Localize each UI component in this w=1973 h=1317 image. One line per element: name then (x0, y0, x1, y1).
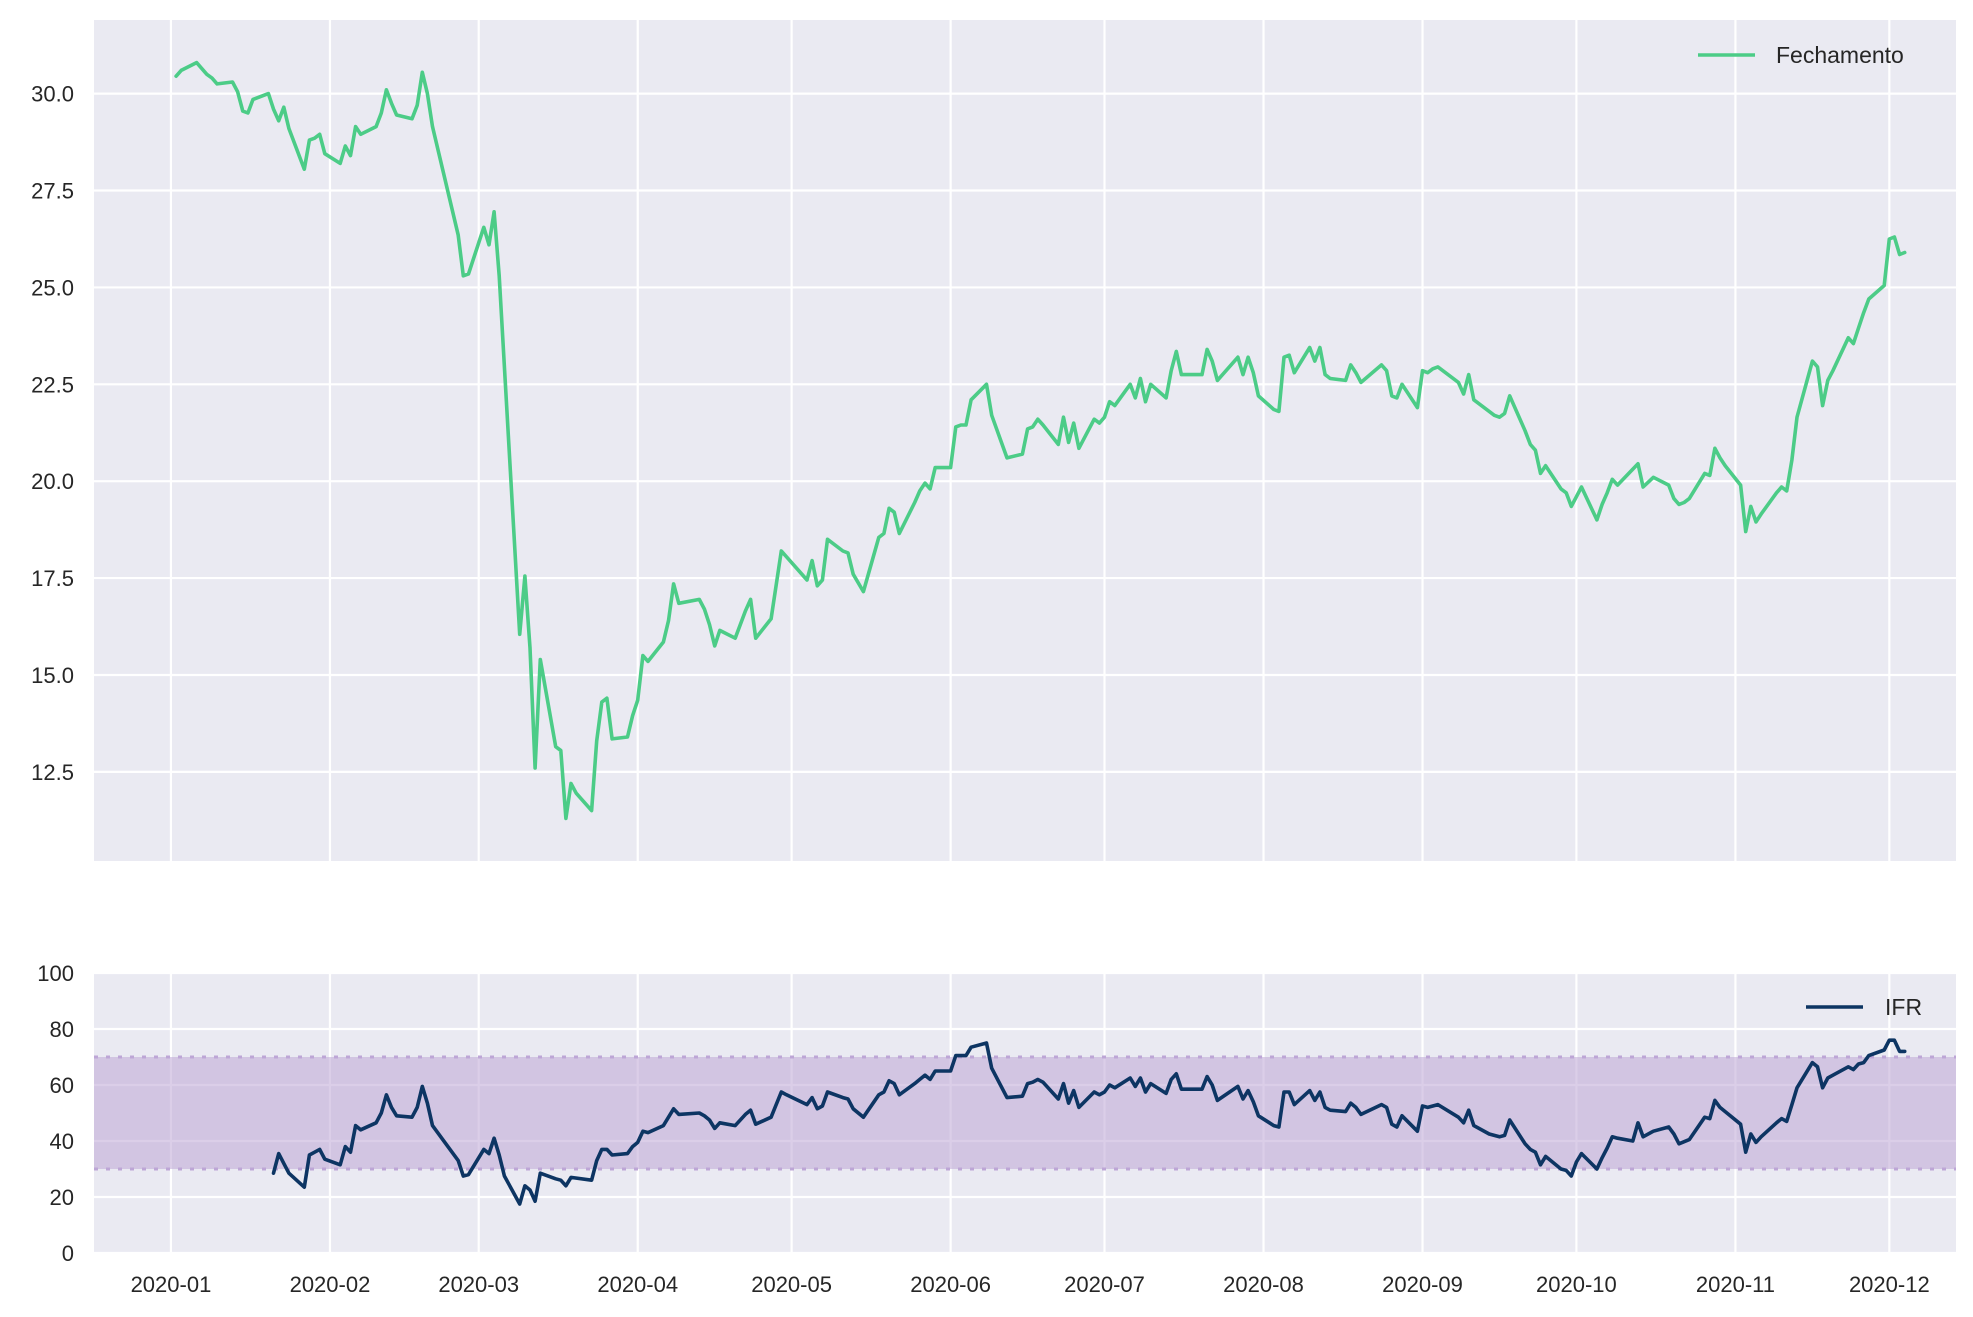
price-y-tick-label: 15.0 (31, 663, 74, 688)
ifr-y-tick-label: 60 (50, 1073, 74, 1098)
price-y-tick-label: 20.0 (31, 469, 74, 494)
series-line-ifr (271, 1038, 1907, 1206)
ifr-y-tick-label: 0 (62, 1241, 74, 1266)
x-tick-label: 2020-12 (1849, 1272, 1930, 1297)
price-y-tick-labels: 12.5 15.0 17.5 20.0 22.5 25.0 27.5 30.0 (31, 82, 74, 785)
legend-label-fechamento: Fechamento (1776, 42, 1904, 68)
series-line-fechamento (174, 60, 1907, 821)
ifr-y-tick-label: 100 (37, 961, 74, 986)
price-y-gridlines (94, 92, 1956, 773)
ifr-y-tick-label: 40 (50, 1129, 74, 1154)
ifr-y-tick-label: 80 (50, 1017, 74, 1042)
x-tick-label: 2020-08 (1223, 1272, 1304, 1297)
legend-label-ifr: IFR (1885, 994, 1922, 1020)
x-tick-label: 2020-04 (597, 1272, 678, 1297)
price-panel: 12.5 15.0 17.5 20.0 22.5 25.0 27.5 30.0 Fechame… (31, 20, 1956, 861)
price-y-tick-label: 12.5 (31, 760, 74, 785)
x-tick-labels: 2020-01 2020-02 2020-03 2020-04 2020-05 2020-… (131, 1272, 1930, 1297)
ifr-legend: IFR (1806, 994, 1922, 1020)
x-tick-label: 2020-01 (131, 1272, 212, 1297)
x-tick-label: 2020-05 (751, 1272, 832, 1297)
ifr-band (94, 1057, 1956, 1169)
price-y-tick-label: 17.5 (31, 566, 74, 591)
price-legend: Fechamento (1698, 42, 1904, 68)
ifr-y-tick-label: 20 (50, 1185, 74, 1210)
x-tick-label: 2020-09 (1382, 1272, 1463, 1297)
price-y-tick-label: 22.5 (31, 372, 74, 397)
x-tick-label: 2020-02 (290, 1272, 371, 1297)
x-tick-label: 2020-03 (438, 1272, 519, 1297)
x-tick-label: 2020-10 (1536, 1272, 1617, 1297)
x-tick-label: 2020-07 (1064, 1272, 1145, 1297)
price-y-tick-label: 30.0 (31, 82, 74, 107)
price-y-tick-label: 25.0 (31, 275, 74, 300)
price-x-gridlines (169, 20, 1891, 861)
x-tick-label: 2020-11 (1696, 1272, 1775, 1297)
price-y-tick-label: 27.5 (31, 179, 74, 204)
x-tick-label: 2020-06 (910, 1272, 991, 1297)
ifr-y-tick-labels: 0 20 40 60 80 100 (37, 961, 74, 1266)
